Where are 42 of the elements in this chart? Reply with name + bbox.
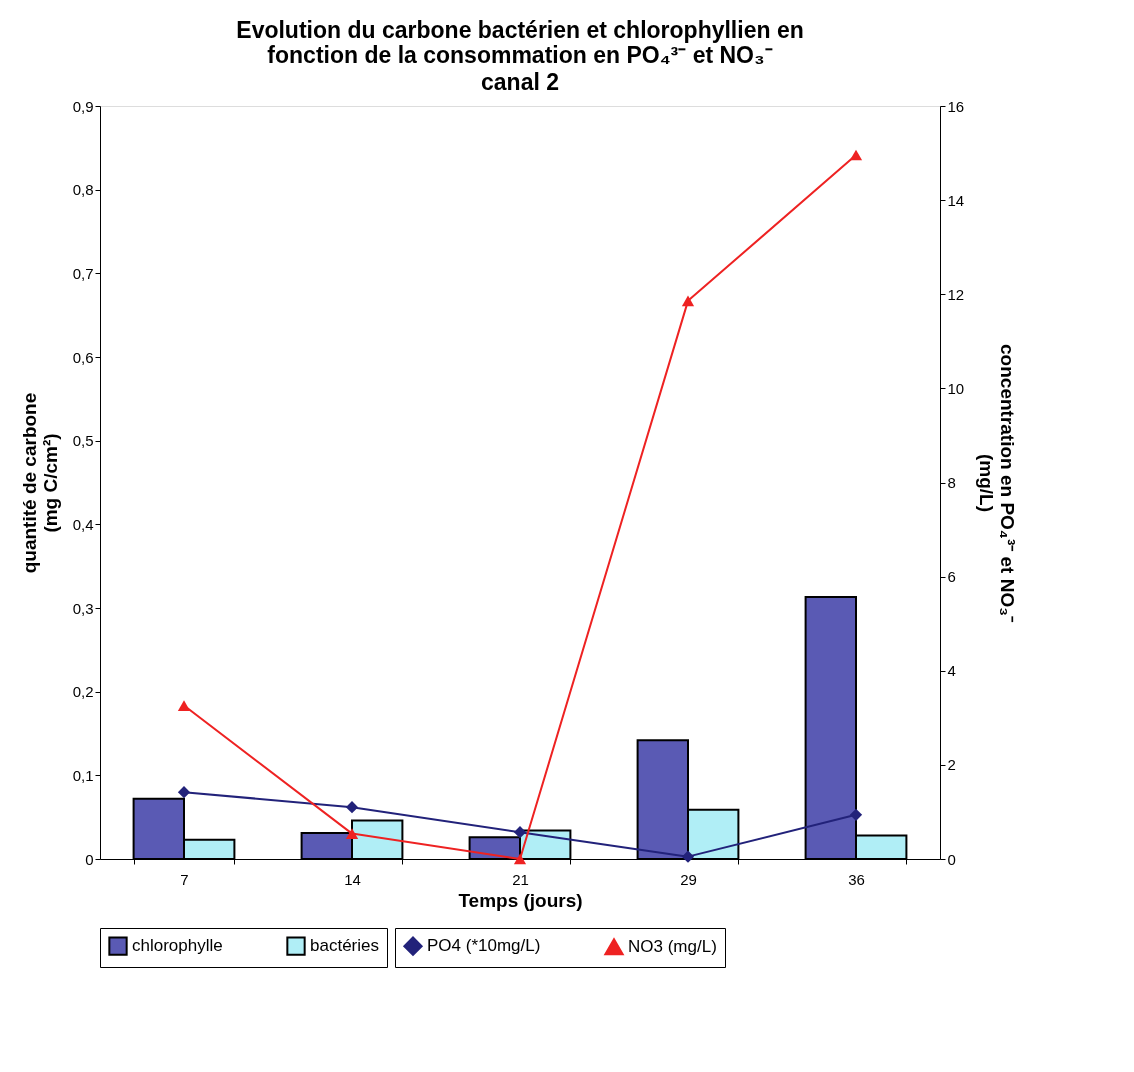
legend-label: PO4 (*10mg/L) bbox=[427, 936, 541, 956]
y-tick-label: 0,8 bbox=[72, 181, 94, 199]
y2-tick-label: 8 bbox=[947, 474, 956, 491]
y-tick-label: 0,9 bbox=[72, 97, 94, 115]
point bbox=[513, 826, 527, 839]
x-tick-label: 14 bbox=[344, 870, 361, 888]
y-tick-label: 0,1 bbox=[72, 766, 94, 784]
y2-tick-label: 14 bbox=[947, 191, 965, 209]
y-axis-title: quantité de carbone (mg C/cm²) bbox=[18, 392, 61, 574]
y-tick-label: 0,5 bbox=[72, 432, 94, 450]
legend-label: chlorophylle bbox=[132, 936, 223, 956]
point bbox=[681, 295, 695, 307]
x-tick-label: 29 bbox=[680, 870, 697, 888]
y2-axis-title: concentration en PO₄³⁻ et NO₃⁻ (mg/L) bbox=[976, 344, 1019, 623]
y2-tick-label: 2 bbox=[947, 756, 956, 774]
y-tick-label: 0,2 bbox=[72, 683, 94, 701]
y-tick-label: 0,7 bbox=[72, 264, 94, 282]
x-tick-label: 36 bbox=[848, 870, 865, 888]
y-tick-label: 0,3 bbox=[72, 599, 94, 617]
y2-tick-label: 10 bbox=[947, 379, 965, 397]
y2-tick-label: 4 bbox=[947, 662, 956, 680]
point bbox=[177, 786, 191, 799]
y2-tick-label: 0 bbox=[947, 850, 956, 868]
y2-tick-label: 6 bbox=[947, 568, 956, 586]
x-tick-label: 7 bbox=[180, 870, 189, 888]
y-tick-label: 0,4 bbox=[72, 515, 94, 533]
x-tick-label: 21 bbox=[512, 870, 529, 888]
point bbox=[345, 828, 359, 839]
point bbox=[513, 853, 527, 865]
y-tick-label: 0 bbox=[85, 850, 94, 868]
point bbox=[849, 808, 863, 821]
legend-label: NO3 (mg/L) bbox=[628, 936, 717, 956]
point bbox=[849, 149, 863, 161]
y2-tick-label: 16 bbox=[947, 97, 965, 115]
legend-label: bactéries bbox=[310, 936, 379, 956]
x-axis-title: Temps (jours) bbox=[458, 889, 583, 911]
chart-subtitle: canal 2 bbox=[481, 69, 559, 95]
point bbox=[177, 700, 191, 711]
y2-tick-label: 12 bbox=[947, 285, 965, 303]
point bbox=[345, 801, 359, 814]
point bbox=[681, 850, 695, 863]
y-tick-label: 0,6 bbox=[72, 348, 94, 366]
